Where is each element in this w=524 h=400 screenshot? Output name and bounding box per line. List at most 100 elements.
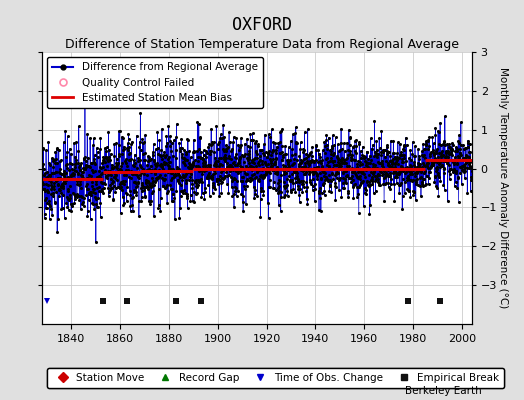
Point [342,156,350,162]
Point [259,188,267,194]
Point [272,156,280,163]
Point [77,185,85,192]
Point [51,178,60,184]
Point [234,168,243,174]
Point [187,154,195,160]
Point [466,188,475,194]
Point [355,173,364,180]
Point [412,197,420,204]
Point [157,161,166,168]
Point [322,176,331,182]
Point [70,200,79,206]
Text: Difference of Station Temperature Data from Regional Average: Difference of Station Temperature Data f… [65,38,459,51]
Point [287,189,295,196]
Point [156,152,165,158]
Point [399,159,407,165]
Point [85,163,93,170]
Point [290,169,298,176]
Point [75,197,84,204]
Point [177,181,185,188]
Point [178,177,187,183]
Point [155,174,163,180]
Point [82,191,91,198]
Point [419,176,427,182]
Point [87,189,95,196]
Point [464,140,473,146]
Point [148,183,157,190]
Point [202,166,211,172]
Point [387,137,395,144]
Point [57,183,66,189]
Point [78,201,86,207]
Point [47,155,56,162]
Point [456,142,465,149]
Point [435,150,444,156]
Point [291,168,300,174]
Point [238,174,247,180]
Point [115,128,123,135]
Point [225,129,233,135]
Point [64,186,73,193]
Point [222,169,231,176]
Point [144,178,152,184]
Point [307,149,315,155]
Point [280,184,289,191]
Point [420,176,428,182]
Point [130,189,138,196]
Point [131,188,139,194]
Point [457,152,465,158]
Point [121,178,129,184]
Point [91,152,99,158]
Point [283,188,291,194]
Point [320,180,328,186]
Point [435,163,444,170]
Point [350,182,358,188]
Point [221,156,229,162]
Point [301,160,309,166]
Point [409,189,418,196]
Point [61,180,70,186]
Point [41,211,49,218]
Point [60,139,68,145]
Point [180,156,189,163]
Point [93,204,101,210]
Point [421,168,429,174]
Point [328,170,336,176]
Point [353,164,361,170]
Point [361,190,369,196]
Point [433,159,441,166]
Point [317,175,325,181]
Point [300,184,308,190]
Point [309,169,318,176]
Point [73,192,81,199]
Point [197,155,205,162]
Point [359,153,368,159]
Point [90,156,98,163]
Point [380,175,388,182]
Point [337,154,346,161]
Point [251,187,259,193]
Point [93,204,102,210]
Point [339,185,347,192]
Point [62,177,70,183]
Point [179,154,187,161]
Point [101,159,110,165]
Point [71,161,79,167]
Point [419,183,428,190]
Point [435,158,444,165]
Point [451,154,459,160]
Point [417,168,425,174]
Point [158,176,167,182]
Point [57,157,65,163]
Point [252,162,260,169]
Point [201,162,209,169]
Point [47,206,55,212]
Point [426,153,434,159]
Point [189,198,197,204]
Point [434,128,442,134]
Point [417,169,425,176]
Point [160,161,168,168]
Point [40,186,48,192]
Point [169,191,178,197]
Point [127,156,135,162]
